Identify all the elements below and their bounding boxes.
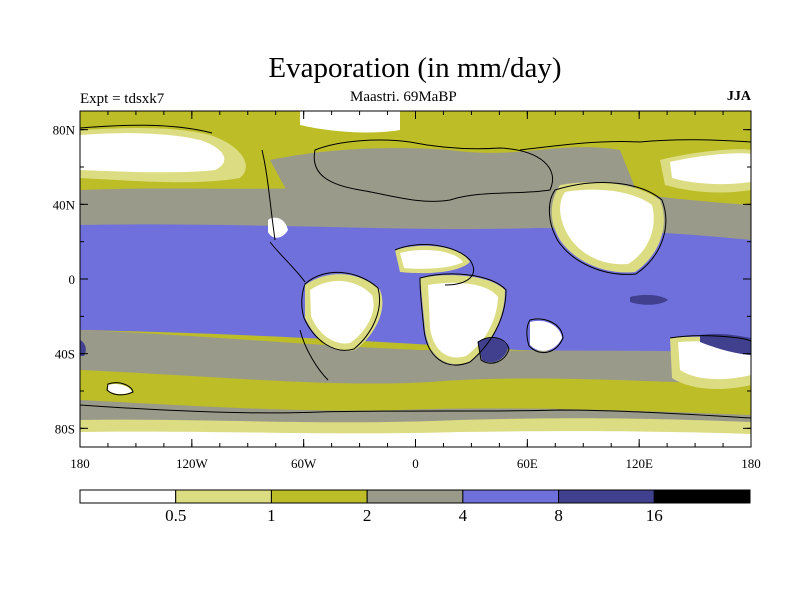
europe-white	[400, 250, 463, 269]
dark-blue-patch-4	[80, 340, 86, 356]
olive-band-south	[80, 370, 751, 415]
y-tick-label: 80N	[53, 123, 76, 138]
arctic-white	[300, 111, 400, 133]
x-tick-label: 180	[70, 456, 90, 471]
colorbar-swatch	[175, 489, 272, 504]
gray-band-south	[80, 330, 751, 385]
ne-asia-white	[670, 153, 751, 185]
experiment-label: Expt = tdsxk7	[80, 91, 165, 107]
x-tick-label: 120W	[176, 456, 209, 471]
dark-blue-patch-1	[478, 338, 508, 363]
period-label: Maastri. 69MaBP	[350, 89, 457, 105]
season-label: JJA	[726, 89, 751, 104]
dark-blue-patch-3	[700, 333, 751, 355]
africa-white	[428, 282, 498, 358]
y-tick-label: 0	[69, 272, 76, 287]
colorbar-label: 2	[363, 506, 372, 525]
x-axis-ticks: 180 120W 60W 0 60E 120E 180	[70, 111, 761, 471]
x-tick-label: 120E	[625, 456, 653, 471]
colorbar-swatch	[558, 489, 655, 504]
colorbar-swatch	[653, 489, 751, 504]
y-axis-ticks: 80N 40N 0 40S 80S	[53, 123, 751, 436]
x-tick-label: 180	[741, 456, 761, 471]
y-tick-label: 40N	[53, 197, 76, 212]
gray-arctic	[270, 147, 640, 215]
colorbar-label: 1	[267, 506, 276, 525]
y-tick-label: 80S	[55, 421, 75, 436]
x-tick-label: 60E	[517, 456, 538, 471]
map-field	[80, 111, 751, 447]
coastlines	[80, 124, 751, 419]
colorbar-swatch	[366, 489, 464, 504]
north-america-white	[80, 133, 225, 173]
asia-white	[560, 189, 654, 265]
y-tick-label: 40S	[55, 347, 75, 362]
colorbar-swatch	[270, 489, 368, 504]
colorbar-label: 8	[554, 506, 563, 525]
colorbar-swatch	[462, 489, 560, 504]
india-white	[530, 320, 562, 351]
island-white	[108, 383, 132, 395]
south-america-white	[310, 280, 374, 344]
colorbar-label: 0.5	[165, 506, 186, 525]
colorbar: 0.5 1 2 4 8 16	[79, 489, 751, 525]
x-tick-label: 0	[412, 456, 419, 471]
colorbar-label: 4	[459, 506, 468, 525]
chart-title: Evaporation (in mm/day)	[268, 52, 562, 84]
colorbar-label: 16	[646, 506, 663, 525]
colorbar-swatch	[79, 489, 177, 504]
x-tick-label: 60W	[291, 456, 317, 471]
dark-blue-patch-2	[630, 294, 668, 305]
